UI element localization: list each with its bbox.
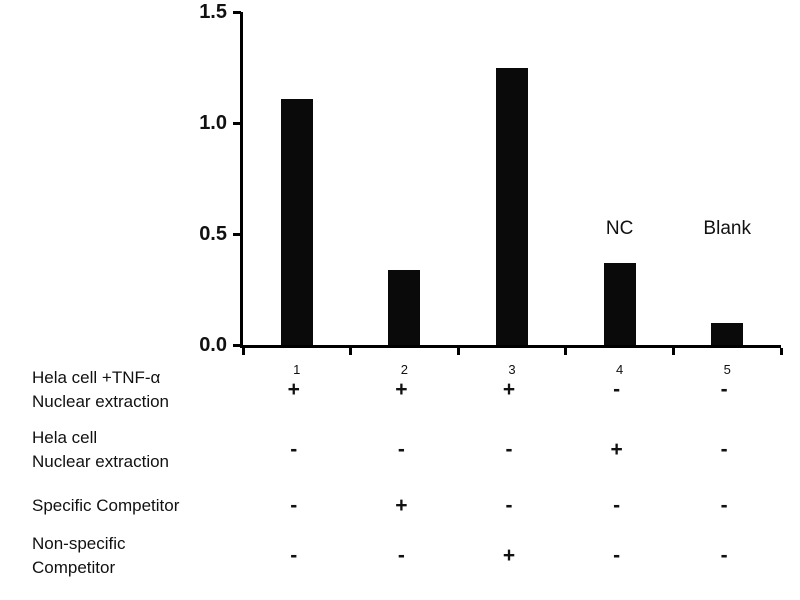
y-axis-tick-label: 0.5: [199, 223, 227, 245]
condition-label: Non-specific Competitor: [0, 532, 240, 580]
plot-area: 0.0 0.5 1.0 1.5 1 2 3 4 5 NC Blank: [199, 1, 783, 377]
condition-label: Hela cell Nuclear extraction: [0, 426, 240, 474]
y-axis-tick-label: 1.0: [199, 112, 227, 134]
condition-sign: -: [505, 438, 513, 461]
condition-label-line: Hela cell: [32, 428, 98, 447]
condition-sign: -: [720, 544, 728, 567]
condition-sign: +: [502, 544, 516, 567]
condition-label: Hela cell +TNF-α Nuclear extraction: [0, 366, 240, 414]
y-axis-tick: [233, 121, 241, 125]
condition-sign: -: [720, 438, 728, 461]
condition-sign: -: [720, 494, 728, 517]
condition-sign: +: [395, 378, 408, 401]
condition-sign: -: [613, 494, 621, 517]
condition-sign: -: [290, 494, 298, 517]
condition-sign: -: [720, 378, 728, 401]
y-axis-tick: [233, 343, 241, 347]
y-axis-tick: [233, 232, 241, 236]
x-axis-tick: [456, 348, 460, 355]
condition-sign: +: [502, 378, 516, 401]
bar: [603, 262, 636, 345]
condition-label-line: Hela cell +TNF-α: [32, 368, 161, 387]
x-category-label: 4: [615, 362, 624, 377]
bar: [711, 322, 744, 345]
bar: [388, 269, 421, 345]
x-category-label: 2: [400, 362, 408, 377]
x-axis-tick: [349, 348, 353, 355]
condition-label-line: Specific Competitor: [32, 496, 180, 515]
condition-sign: -: [397, 438, 405, 461]
condition-row: Hela cell +TNF-α Nuclear extraction + + + - -: [0, 366, 800, 414]
x-category-label: 3: [508, 362, 516, 377]
x-axis-tick: [564, 348, 568, 355]
condition-sign: +: [287, 378, 300, 401]
y-axis-tick: [233, 10, 241, 14]
x-axis-tick: [779, 348, 783, 355]
condition-row: Hela cell Nuclear extraction - - - + -: [0, 426, 800, 474]
condition-sign: +: [395, 494, 408, 517]
condition-sign: -: [290, 544, 298, 567]
condition-sign: -: [505, 494, 513, 517]
condition-sign: -: [397, 544, 405, 567]
y-axis-tick-label: 1.5: [199, 1, 227, 23]
bar-annotation: Blank: [703, 218, 751, 239]
condition-sign: +: [610, 438, 623, 461]
condition-table: Hela cell +TNF-α Nuclear extraction + + + - - H…: [0, 366, 800, 592]
bar: [496, 67, 528, 345]
x-axis-tick: [241, 348, 245, 355]
condition-sign: -: [290, 438, 298, 461]
condition-sign: -: [613, 544, 621, 567]
y-axis-tick-label: 0.0: [199, 334, 227, 356]
condition-label-line: Nuclear extraction: [32, 392, 170, 411]
condition-label: Specific Competitor: [0, 494, 240, 518]
bar: [280, 98, 313, 345]
condition-label-line: Non-specific: [32, 534, 126, 553]
condition-label-line: Competitor: [32, 558, 116, 577]
condition-row: Specific Competitor - + - - -: [0, 494, 800, 518]
condition-label-line: Nuclear extraction: [32, 452, 170, 471]
condition-sign: -: [613, 378, 621, 401]
x-category-label: 5: [723, 362, 731, 377]
x-category-label: 1: [293, 362, 301, 377]
x-axis-tick: [671, 348, 675, 355]
bar-annotation: NC: [605, 218, 634, 239]
condition-row: Non-specific Competitor - - + - -: [0, 532, 800, 580]
